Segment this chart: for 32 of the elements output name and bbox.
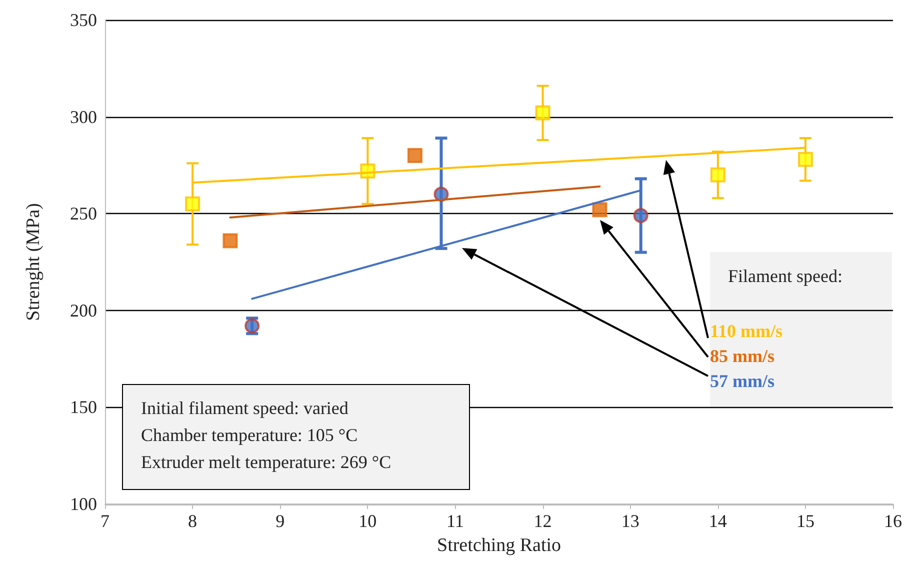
point (710, 167, 726, 182)
point (798, 152, 813, 167)
y-tick-label: 150 (70, 397, 97, 418)
y-tick-label: 300 (70, 106, 97, 127)
x-tick-label: 14 (708, 511, 727, 531)
point (434, 186, 449, 202)
x-tick-label: 10 (358, 511, 377, 531)
y-axis-title: Strenght (MPa) (23, 203, 44, 321)
x-tick-label: 7 (100, 511, 110, 531)
x-tick-label: 13 (621, 511, 640, 531)
point (185, 196, 200, 212)
x-tick-label: 9 (276, 511, 285, 531)
point (407, 148, 422, 164)
x-axis-title: Stretching Ratio (436, 535, 562, 556)
text: 110 mm/s (710, 321, 783, 341)
y-tick-label: 350 (70, 10, 97, 30)
y-tick-label: 250 (70, 204, 97, 224)
point (633, 208, 648, 224)
x-tick-label: 15 (796, 511, 814, 531)
annotation: Filament speed: (728, 266, 842, 286)
point (222, 233, 238, 248)
x-tick-label: 8 (188, 511, 198, 531)
y-tick-label: 100 (70, 494, 97, 514)
point (592, 202, 608, 218)
point (535, 105, 550, 120)
x-tick-label: 12 (534, 511, 552, 531)
text: 57 mm/s (710, 371, 774, 391)
text: 85 mm/s (710, 346, 774, 366)
x-tick-label: 16 (884, 511, 902, 531)
x-tick-label: 11 (446, 511, 464, 531)
note-box: Initial filament speed: varied Chamber temperature: 105 °C Extruder melt temperature: 269 °C (122, 384, 470, 490)
y-tick-label: 200 (70, 300, 97, 320)
